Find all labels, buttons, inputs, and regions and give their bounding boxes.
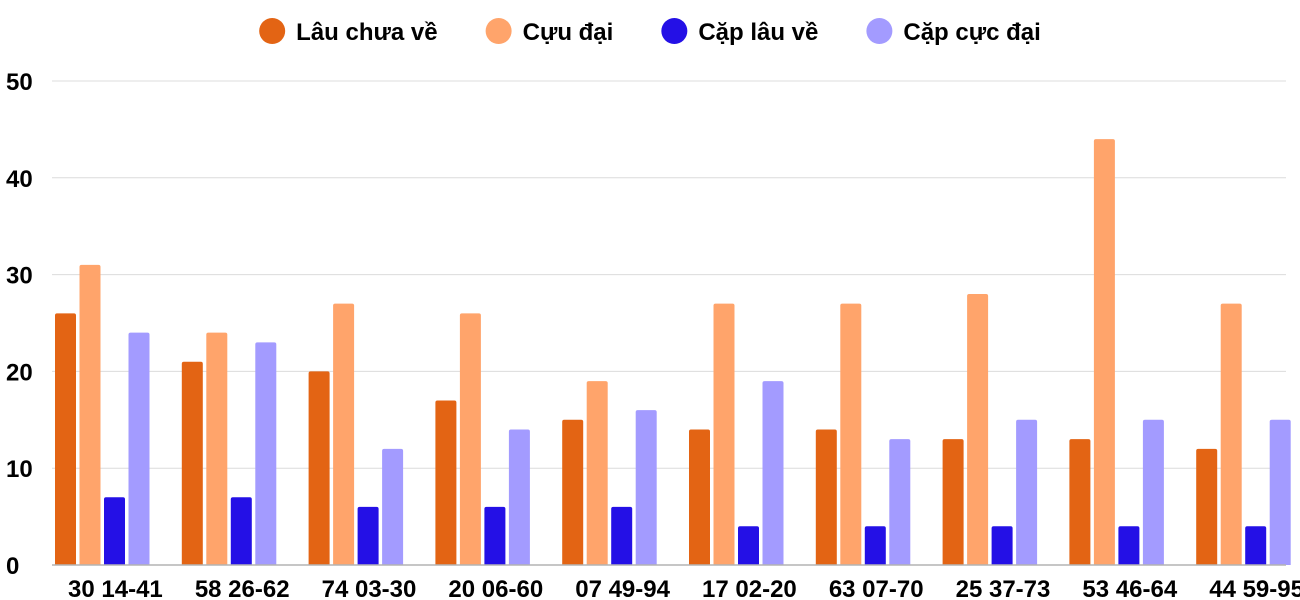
- bar: [1118, 526, 1140, 565]
- x-tick-label: 74 03-30: [322, 576, 417, 600]
- bar: [942, 439, 964, 565]
- bar: [1142, 419, 1164, 565]
- bar: [206, 332, 228, 565]
- bar: [611, 506, 633, 565]
- bar: [1245, 526, 1267, 565]
- bar: [308, 371, 330, 565]
- bar: [1220, 303, 1242, 565]
- x-tick-label: 30 14-41: [68, 576, 163, 600]
- chart-legend: Lâu chưa về Cựu đại Cặp lâu về Cặp cực đại: [259, 18, 1041, 46]
- y-tick-label: 40: [6, 166, 33, 193]
- bar: [864, 526, 886, 565]
- bar: [840, 303, 862, 565]
- legend-marker: [259, 18, 286, 44]
- legend-marker: [485, 18, 512, 44]
- legend-marker: [866, 18, 893, 44]
- bar: [1196, 448, 1218, 565]
- y-tick-label: 10: [6, 456, 33, 483]
- bar: [382, 448, 404, 565]
- bar: [762, 381, 784, 565]
- bar: [1093, 139, 1115, 565]
- y-tick-label: 20: [6, 359, 33, 386]
- bar: [635, 410, 657, 565]
- legend-label: Cặp cực đại: [903, 19, 1040, 46]
- legend-label: Cựu đại: [523, 19, 614, 46]
- bar: [1069, 439, 1091, 565]
- x-tick-label: 25 37-73: [956, 576, 1051, 600]
- bar: [967, 293, 989, 565]
- x-axis-tick-labels: 30 14-41 58 26-62 74 03-30 20 06-60 07 49-94…: [68, 576, 1300, 600]
- y-axis-tick-labels: 0 10 20 30 40 50: [6, 69, 33, 580]
- bar: [1016, 419, 1038, 565]
- x-tick-label: 53 46-64: [1082, 576, 1177, 600]
- legend-marker: [661, 18, 688, 44]
- bar: [562, 419, 584, 565]
- bar: [357, 506, 379, 565]
- x-tick-label: 17 02-20: [702, 576, 797, 600]
- y-tick-label: 30: [6, 263, 33, 290]
- bar: [459, 313, 481, 565]
- bar: [79, 264, 101, 565]
- bar: [484, 506, 506, 565]
- bar: [128, 332, 150, 565]
- x-tick-label: 07 49-94: [575, 576, 670, 600]
- bar: [255, 342, 277, 565]
- bar: [230, 497, 252, 565]
- x-tick-label: 44 59-95: [1209, 576, 1300, 600]
- bar: [689, 429, 710, 565]
- bar: [586, 381, 608, 565]
- bar: [1269, 419, 1291, 565]
- bar: [55, 313, 76, 565]
- bar: [104, 497, 125, 565]
- bar: [435, 400, 457, 565]
- x-tick-label: 58 26-62: [195, 576, 290, 600]
- y-tick-label: 50: [6, 69, 33, 96]
- bar: [181, 361, 203, 565]
- bar-series-group: [55, 139, 1291, 565]
- y-tick-label: 0: [6, 553, 19, 580]
- bar: [508, 429, 530, 565]
- bar: [333, 303, 355, 565]
- bar: [815, 429, 837, 565]
- legend-label: Cặp lâu về: [698, 19, 818, 46]
- bar: [991, 526, 1013, 565]
- x-tick-label: 20 06-60: [448, 576, 543, 600]
- bar: [889, 439, 911, 565]
- bar: [713, 303, 735, 565]
- legend-label: Lâu chưa về: [296, 19, 437, 46]
- x-tick-label: 63 07-70: [829, 576, 924, 600]
- bar: [738, 526, 759, 565]
